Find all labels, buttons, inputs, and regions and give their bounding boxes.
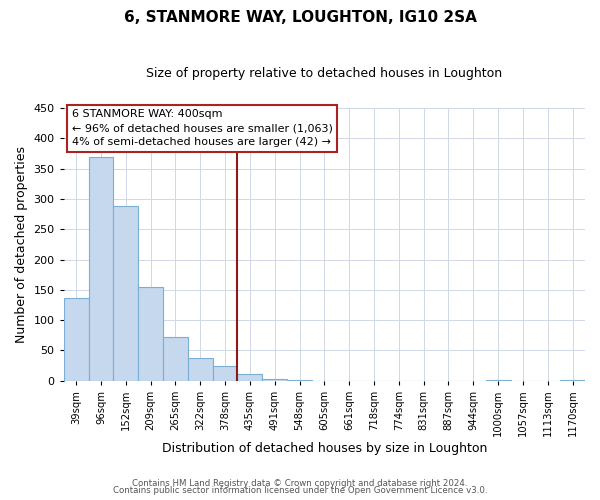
Bar [238, 374, 262, 381]
Bar [486, 380, 511, 381]
Bar [163, 336, 188, 381]
Bar [64, 298, 89, 381]
Bar [262, 379, 287, 381]
Text: 6 STANMORE WAY: 400sqm
← 96% of detached houses are smaller (1,063)
4% of semi-d: 6 STANMORE WAY: 400sqm ← 96% of detached… [71, 110, 332, 148]
Text: Contains public sector information licensed under the Open Government Licence v3: Contains public sector information licen… [113, 486, 487, 495]
Y-axis label: Number of detached properties: Number of detached properties [15, 146, 28, 343]
Text: 6, STANMORE WAY, LOUGHTON, IG10 2SA: 6, STANMORE WAY, LOUGHTON, IG10 2SA [124, 10, 476, 25]
Bar [89, 156, 113, 381]
X-axis label: Distribution of detached houses by size in Loughton: Distribution of detached houses by size … [161, 442, 487, 455]
Bar [188, 358, 212, 381]
Text: Contains HM Land Registry data © Crown copyright and database right 2024.: Contains HM Land Registry data © Crown c… [132, 478, 468, 488]
Bar [113, 206, 138, 381]
Bar [287, 380, 312, 381]
Bar [212, 366, 238, 381]
Bar [138, 287, 163, 381]
Bar [560, 380, 585, 381]
Title: Size of property relative to detached houses in Loughton: Size of property relative to detached ho… [146, 68, 502, 80]
